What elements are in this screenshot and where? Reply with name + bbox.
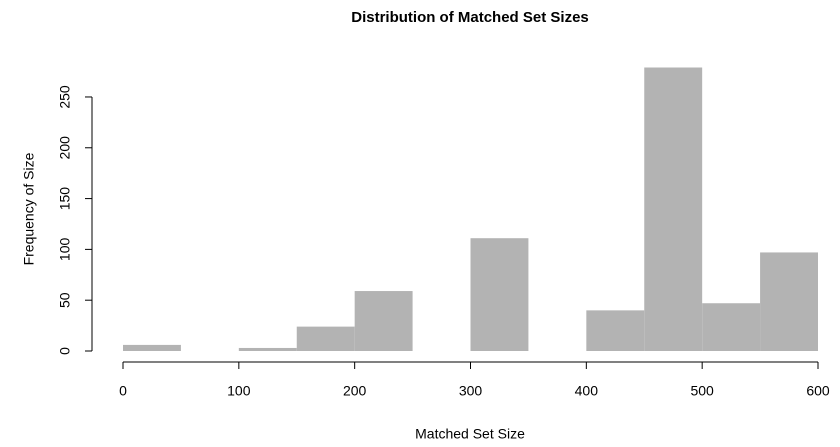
bar xyxy=(760,252,818,351)
x-tick-label: 400 xyxy=(575,383,599,399)
x-tick-label: 0 xyxy=(119,383,127,399)
y-tick-label: 0 xyxy=(57,347,73,355)
chart-title: Distribution of Matched Set Sizes xyxy=(351,9,589,26)
y-tick-label: 250 xyxy=(57,85,73,109)
y-axis-label: Frequency of Size xyxy=(21,152,37,265)
bar xyxy=(123,344,181,351)
x-tick-label: 300 xyxy=(459,383,483,399)
y-tick-label: 50 xyxy=(57,292,73,308)
y-tick-label: 200 xyxy=(57,136,73,160)
bar xyxy=(354,291,413,351)
y-tick-label: 150 xyxy=(57,187,73,211)
x-tick-label: 500 xyxy=(690,383,714,399)
y-tick-label: 100 xyxy=(57,237,73,261)
bar xyxy=(644,67,703,351)
bar xyxy=(586,310,645,351)
x-tick-label: 200 xyxy=(343,383,367,399)
bar xyxy=(470,238,529,351)
bar xyxy=(238,347,297,351)
bar xyxy=(702,303,761,351)
x-tick-label: 600 xyxy=(806,383,830,399)
x-axis-label: Matched Set Size xyxy=(415,426,525,442)
x-tick-label: 100 xyxy=(227,383,251,399)
bar xyxy=(296,326,355,351)
